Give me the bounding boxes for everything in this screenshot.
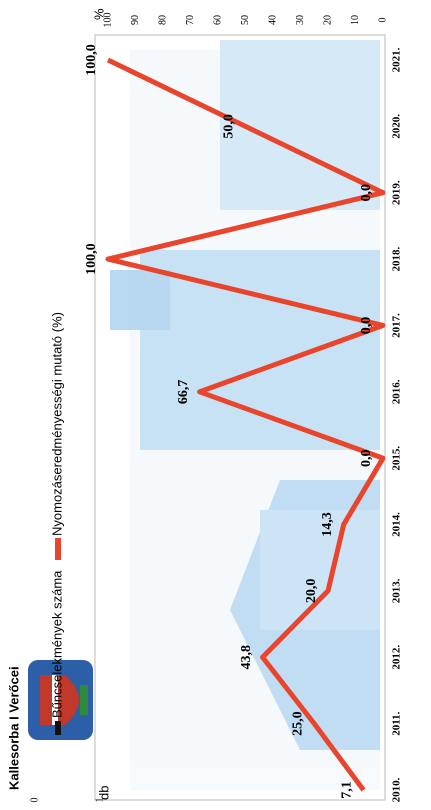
legend-label: Bűncselekmények száma (49, 570, 64, 718)
x-tick-label: 2012. (391, 645, 403, 670)
data-label: 66,7 (176, 380, 191, 405)
x-tick-label: 2018. (391, 246, 403, 271)
y2-tick-label: 80 (157, 15, 168, 25)
data-label: 100,0 (84, 243, 99, 275)
x-tick-label: 2016. (391, 379, 403, 404)
legend-swatch (55, 538, 61, 560)
data-line (105, 57, 386, 792)
chart-title: Kallesorba I Verőcei (6, 666, 21, 790)
y2-tick-label: 40 (267, 15, 278, 25)
y2-tick-label: 60 (212, 15, 223, 25)
rotated-chart: Kallesorba I Verőcei Bűncselekmények szá… (6, 8, 402, 803)
x-tick-label: 2017. (391, 313, 403, 338)
y-tick-label: 1 (94, 798, 105, 803)
data-label: 20,0 (304, 579, 319, 604)
data-label: 0,0 (359, 317, 374, 335)
data-label: 0,0 (359, 184, 374, 202)
x-tick-label: 2021. (391, 47, 403, 72)
y-tick-label: 0 (29, 798, 40, 803)
data-label: 14,3 (320, 512, 335, 537)
y2-axis-label: % (91, 8, 106, 20)
x-tick-label: 2011. (391, 711, 403, 735)
x-tick-label: 2010. (391, 777, 403, 802)
data-label: 50,0 (222, 114, 237, 139)
y2-tick-label: 30 (295, 15, 306, 25)
y-axis-label: db (96, 786, 111, 800)
x-tick-label: 2019. (391, 180, 403, 205)
x-tick-label: 2015. (391, 446, 403, 471)
data-label: 7,1 (340, 781, 355, 799)
legend-swatch (55, 721, 61, 735)
data-label: 25,0 (290, 711, 305, 736)
y2-tick-label: 70 (185, 15, 196, 25)
x-tick-label: 2013. (391, 578, 403, 603)
logo (28, 660, 93, 740)
x-tick-label: 2014. (391, 512, 403, 537)
y2-tick-label: 10 (350, 15, 361, 25)
plot-frame (94, 34, 386, 801)
legend-label: Nyomozáseredményességi mutató (%) (49, 312, 64, 536)
data-label: 43,8 (239, 645, 254, 670)
background-photo (110, 40, 380, 790)
y2-tick-label: 90 (130, 15, 141, 25)
y2-tick-label: 0 (377, 18, 388, 23)
y2-tick-label: 50 (240, 15, 251, 25)
x-tick-label: 2020. (391, 114, 403, 139)
y2-tick-label: 100 (102, 13, 113, 28)
y2-tick-label: 20 (322, 15, 333, 25)
data-label: 0,0 (359, 449, 374, 467)
data-label: 100,0 (84, 44, 99, 76)
